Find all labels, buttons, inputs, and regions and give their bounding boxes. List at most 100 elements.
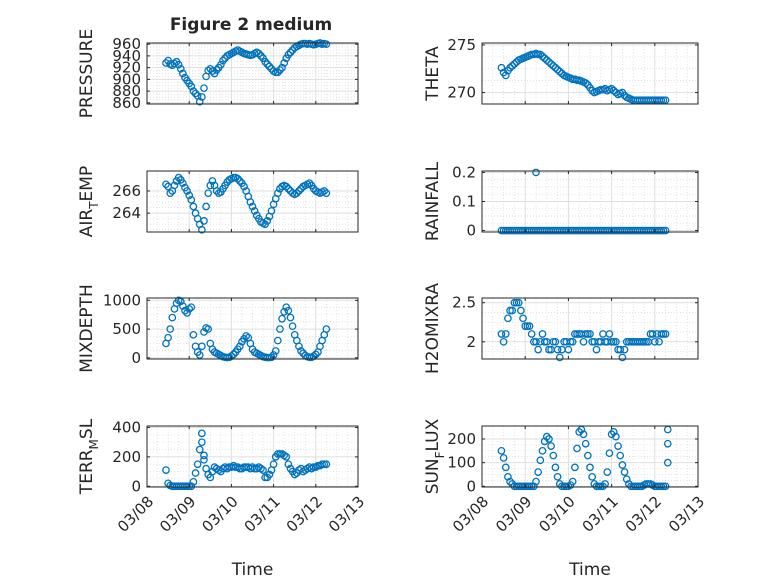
x-tick-label: 03/09 [492, 493, 535, 536]
series-points [497, 168, 670, 235]
data-point [588, 472, 597, 481]
data-point [185, 305, 194, 313]
data-point [179, 302, 187, 310]
data-point [512, 298, 521, 307]
data-point [297, 347, 305, 355]
y-axis-label: PRESSURE [77, 29, 97, 118]
data-point [650, 337, 659, 346]
y-tick-label: 0 [131, 349, 141, 367]
axes-frame [146, 297, 359, 360]
data-point [566, 337, 575, 346]
data-point [233, 174, 242, 183]
data-point [657, 226, 666, 235]
data-point [282, 182, 291, 191]
data-point [183, 309, 191, 317]
data-point [607, 84, 616, 93]
y-tick-label: 940 [112, 47, 141, 65]
data-point [198, 438, 206, 447]
data-point [235, 342, 244, 351]
data-point [267, 353, 276, 362]
data-point [568, 337, 577, 346]
series-points [497, 298, 670, 362]
data-point [620, 345, 629, 354]
data-point [242, 332, 251, 340]
data-point [657, 330, 666, 338]
data-point [280, 59, 288, 67]
y-tick-label: 860 [112, 94, 141, 112]
data-point [280, 307, 288, 316]
data-point [179, 69, 187, 78]
data-point [246, 198, 255, 206]
y-axis-label: MIXDEPTH [77, 284, 97, 373]
y-tick-label: 400 [112, 418, 141, 436]
data-point [549, 451, 558, 460]
data-point [547, 60, 555, 68]
data-point [545, 435, 553, 443]
data-point [532, 477, 540, 486]
data-point [545, 58, 553, 66]
data-point [596, 482, 605, 491]
data-point [545, 345, 553, 354]
data-point [532, 337, 540, 346]
data-point [540, 337, 549, 346]
data-point [661, 96, 670, 105]
figure-title: Figure 2 medium [170, 15, 332, 35]
data-point [305, 179, 314, 188]
data-point [583, 330, 592, 338]
data-point [259, 466, 267, 474]
data-point [540, 437, 549, 446]
data-point [553, 472, 562, 481]
data-point [536, 50, 545, 59]
data-point [661, 330, 670, 338]
x-axis-label: Time [231, 560, 274, 580]
data-point [185, 191, 194, 200]
data-point [609, 337, 618, 346]
y-tick-label: 920 [112, 59, 141, 77]
data-point [263, 60, 272, 68]
y-tick-label: 1000 [103, 291, 141, 309]
data-point [497, 330, 506, 338]
y-tick-label: 200 [447, 430, 476, 448]
data-point [189, 87, 198, 95]
y-tick-label: 500 [112, 320, 141, 338]
data-point [542, 56, 551, 65]
data-point [240, 182, 248, 191]
data-point [510, 60, 519, 68]
data-point [506, 306, 514, 315]
data-point [504, 472, 512, 481]
data-point [640, 337, 648, 346]
data-point [204, 66, 213, 75]
data-point [286, 48, 295, 57]
data-point [187, 82, 196, 91]
data-point [276, 66, 284, 74]
y-axis-label: TERRMSL [77, 418, 101, 495]
data-point [286, 313, 295, 322]
data-point [265, 470, 274, 479]
data-point [549, 62, 558, 70]
data-point [659, 226, 668, 235]
series-points [162, 173, 331, 234]
x-axis-label: Time [568, 560, 611, 580]
data-point [191, 469, 200, 477]
data-point [618, 461, 627, 469]
data-point [174, 60, 183, 69]
x-tick-label: 03/13 [325, 493, 368, 536]
data-point [206, 181, 215, 190]
data-point [657, 482, 666, 491]
data-point [261, 57, 270, 66]
data-point [198, 342, 206, 351]
data-point [551, 463, 560, 472]
data-point [527, 330, 536, 338]
data-point [508, 306, 517, 315]
data-point [571, 463, 579, 472]
data-point [269, 460, 278, 469]
data-point [282, 453, 291, 461]
data-point [257, 52, 265, 60]
data-point [586, 330, 594, 338]
data-point [322, 189, 331, 198]
data-point [517, 306, 525, 315]
